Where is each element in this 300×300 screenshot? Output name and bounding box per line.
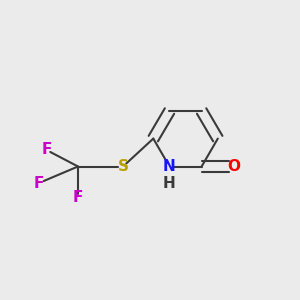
Text: F: F — [41, 142, 52, 158]
Text: H: H — [163, 176, 176, 190]
Text: N: N — [163, 159, 176, 174]
Text: S: S — [118, 159, 128, 174]
Text: F: F — [73, 190, 83, 206]
Text: O: O — [227, 159, 241, 174]
Text: F: F — [34, 176, 44, 190]
